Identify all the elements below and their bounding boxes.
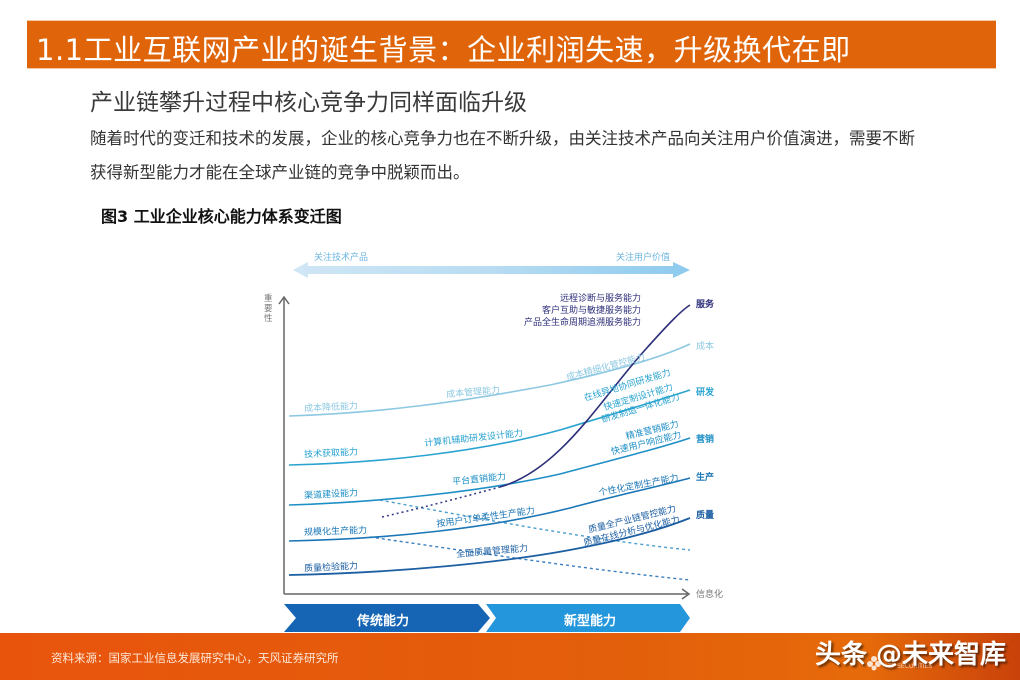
marketing-line xyxy=(288,437,691,506)
production-traditional-capability: 规模化生产能力 xyxy=(303,525,368,539)
stage-traditional-label: 传统能力 xyxy=(357,614,410,629)
title-bar: 1.1工业互联网产业的诞生背景：企业利润失速，升级换代在即 xyxy=(27,20,996,69)
section-subheading: 产业链攀升过程中核心竞争力同样面临升级 xyxy=(90,90,527,116)
body-paragraph: 随着时代的变迁和技术的发展，企业的核心竞争力也在不断升级，由关注技术产品向关注用… xyxy=(90,129,915,182)
figure-caption: 图3 工业企业核心能力体系变迁图 xyxy=(101,207,342,226)
dimension-label-rd: 研发 xyxy=(696,388,715,398)
dimension-label-quality: 质量 xyxy=(696,511,715,521)
service-dotted-line xyxy=(381,486,501,518)
page-mark: / xyxy=(985,651,990,667)
production-line xyxy=(288,477,691,542)
x-axis-label: 信息化 xyxy=(696,590,724,600)
y-axis-label: 重要性 xyxy=(264,294,273,324)
declining-dashed-lines xyxy=(369,499,691,581)
top-double-arrow-icon xyxy=(293,262,690,278)
page-title: 1.1工业互联网产业的诞生背景：企业利润失速，升级换代在即 xyxy=(36,33,851,67)
rd-line xyxy=(288,389,691,466)
dimension-label-service: 服务 xyxy=(696,300,715,310)
source-note: 资料来源：国家工业信息发展研究中心，天风证券研究所 xyxy=(51,651,339,665)
footer-bar: 资料来源：国家工业信息发展研究中心，天风证券研究所 TF SECURITIES … xyxy=(0,633,1020,680)
stage-new-label: 新型能力 xyxy=(564,614,617,629)
service-curve xyxy=(499,304,691,488)
service-new-capability-2: 客户互助与敏捷服务能力 xyxy=(542,306,642,316)
dimension-label-cost: 成本 xyxy=(696,342,715,352)
top-arrow-left-label: 关注技术产品 xyxy=(314,253,369,263)
capability-evolution-diagram: 关注技术产品 关注用户价值 重要性 信息化 服务 成本 研发 营销 生产 质量 … xyxy=(260,230,740,640)
top-arrow-right-label: 关注用户价值 xyxy=(616,253,671,263)
dimension-label-production: 生产 xyxy=(696,473,715,483)
diagram-graphics xyxy=(278,262,691,632)
watermark: 头条 @未来智库 xyxy=(815,640,1007,670)
service-new-capability-1: 远程诊断与服务能力 xyxy=(560,294,642,304)
quality-line xyxy=(288,517,691,576)
service-new-capability-3: 产品全生命周期追溯服务能力 xyxy=(524,318,642,328)
dimension-label-marketing: 营销 xyxy=(696,435,715,445)
cost-line xyxy=(288,343,691,417)
brand-subtitle: TF SECURITIES xyxy=(888,663,933,670)
brand-logo-icon xyxy=(867,656,881,671)
stage-chevrons xyxy=(284,604,690,632)
axes xyxy=(278,295,691,600)
